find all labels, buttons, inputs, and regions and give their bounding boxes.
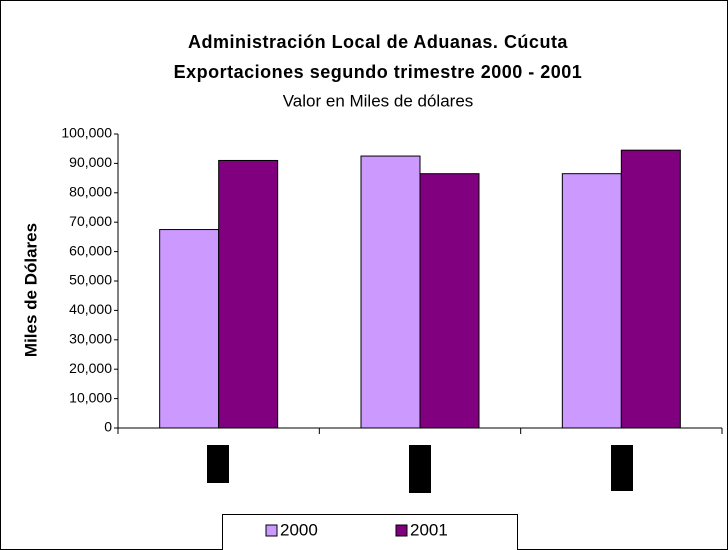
legend-swatch <box>395 524 408 537</box>
y-tick-label: 50,000 <box>69 272 112 288</box>
y-tick-label: 40,000 <box>69 301 112 317</box>
bar <box>419 173 480 429</box>
y-tick-label: 0 <box>104 419 112 435</box>
redacted-label <box>611 445 633 491</box>
redacted-label <box>207 445 229 483</box>
y-tick-label: 80,000 <box>69 184 112 200</box>
bar <box>218 159 279 429</box>
redacted-label <box>409 445 431 493</box>
chart-subtitle: Exportaciones segundo trimestre 2000 - 2… <box>174 62 583 82</box>
legend-label: 2001 <box>410 520 448 539</box>
y-axis-title: Miles de Dólares <box>21 223 40 357</box>
bar <box>159 229 220 429</box>
y-tick-label: 30,000 <box>69 331 112 347</box>
legend-swatch <box>265 524 278 537</box>
y-tick-label: 70,000 <box>69 213 112 229</box>
chart-title: Administración Local de Aduanas. Cúcuta <box>188 32 568 52</box>
y-tick-label: 20,000 <box>69 360 112 376</box>
y-tick-label: 60,000 <box>69 242 112 258</box>
bar <box>360 155 421 429</box>
legend-label: 2000 <box>280 520 318 539</box>
y-tick-label: 90,000 <box>69 154 112 170</box>
y-tick-label: 10,000 <box>69 389 112 405</box>
y-tick-label: 100,000 <box>61 125 112 141</box>
bar <box>561 173 622 429</box>
bar <box>620 149 681 429</box>
chart-note: Valor en Miles de dólares <box>283 91 474 110</box>
